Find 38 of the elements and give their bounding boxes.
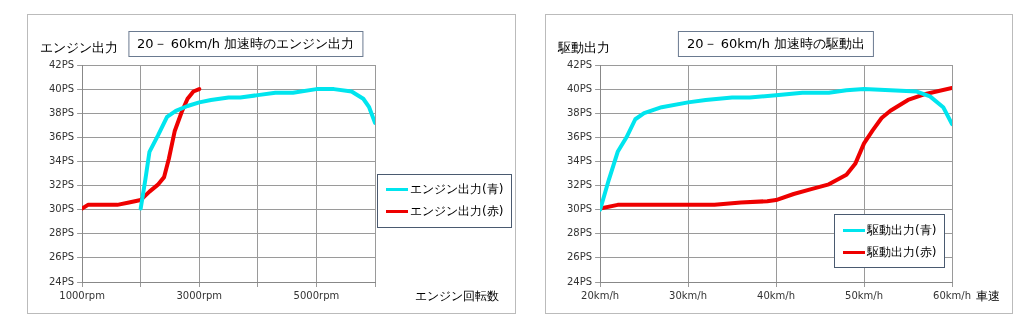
legend-label: エンジン出力(青) [410, 181, 504, 198]
x-tick-label: 5000rpm [293, 289, 340, 301]
y-tick-label: 36PS [48, 130, 75, 142]
y-tick-label: 36PS [566, 130, 593, 142]
y-tick-label: 38PS [566, 106, 593, 118]
x-tick-label: 40km/h [757, 289, 796, 301]
y-tick-label: 34PS [48, 155, 75, 167]
y-tick-label: 34PS [566, 155, 593, 167]
chart-title: 20－ 60km/h 加速時のエンジン出力 [127, 31, 364, 57]
legend-label: 駆動出力(青) [867, 221, 937, 239]
legend-label: エンジン出力(赤) [410, 203, 504, 220]
y-tick-label: 28PS [566, 227, 593, 239]
y-axis-title: エンジン出力 [40, 39, 118, 57]
x-tick-label: 30km/h [669, 289, 708, 301]
y-tick-label: 24PS [48, 275, 75, 287]
y-tick-label: 32PS [566, 179, 593, 191]
y-axis-title: 駆動出力 [558, 39, 610, 57]
y-tick-label: 24PS [566, 275, 593, 287]
y-tick-label: 40PS [566, 82, 593, 94]
y-tick-label: 26PS [566, 251, 593, 263]
y-tick-label: 30PS [566, 203, 593, 215]
x-tick-label: 50km/h [845, 289, 884, 301]
y-tick-label: 30PS [48, 203, 75, 215]
legend-label: 駆動出力(赤) [867, 243, 937, 261]
x-tick-label: 60km/h [933, 289, 971, 301]
y-tick-label: 32PS [48, 179, 75, 191]
x-tick-label: 1000rpm [59, 289, 105, 301]
y-tick-label: 42PS [48, 58, 75, 70]
x-tick-label: 3000rpm [176, 289, 223, 301]
x-axis-title: エンジン回転数 [415, 288, 499, 305]
y-tick-label: 40PS [48, 82, 75, 94]
x-axis-title: 車速 [976, 288, 1000, 305]
y-tick-label: 26PS [48, 251, 75, 263]
y-tick-label: 42PS [566, 58, 593, 70]
y-tick-label: 28PS [48, 227, 75, 239]
chart-title: 20－ 60km/h 加速時の駆動出 [677, 31, 875, 57]
x-tick-label: 20km/h [581, 289, 620, 301]
y-tick-label: 38PS [48, 106, 75, 118]
